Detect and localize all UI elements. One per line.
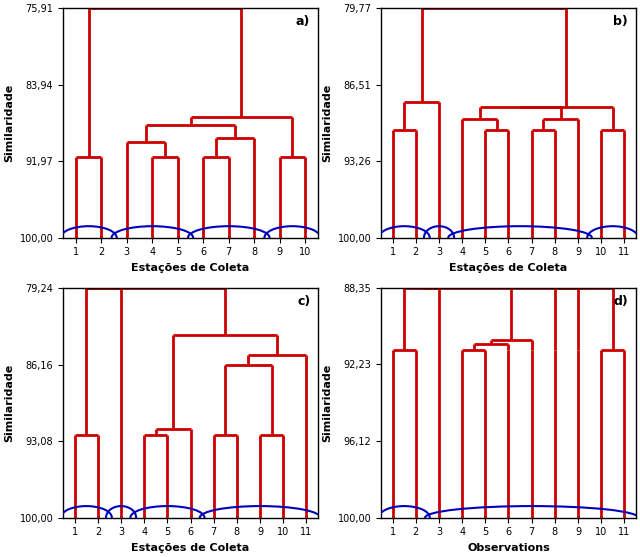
X-axis label: Estações de Coleta: Estações de Coleta [131, 263, 250, 273]
Y-axis label: Similaridade: Similaridade [322, 84, 332, 162]
Y-axis label: Similaridade: Similaridade [4, 84, 14, 162]
X-axis label: Estações de Coleta: Estações de Coleta [449, 263, 568, 273]
Text: c): c) [297, 295, 310, 308]
X-axis label: Observations: Observations [467, 543, 550, 553]
Text: a): a) [296, 15, 310, 28]
Text: d): d) [614, 295, 628, 308]
Y-axis label: Similaridade: Similaridade [4, 364, 14, 442]
Text: b): b) [614, 15, 628, 28]
X-axis label: Estações de Coleta: Estações de Coleta [131, 543, 250, 553]
Y-axis label: Similaridade: Similaridade [322, 364, 332, 442]
